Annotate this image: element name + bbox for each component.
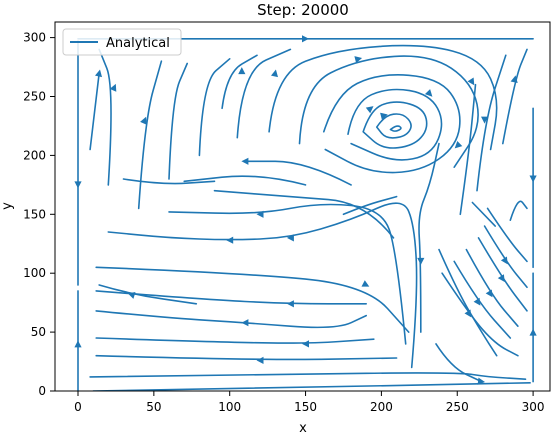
flow-arrow-18 [417, 257, 425, 265]
y-tick-label-200: 200 [23, 148, 46, 162]
streamline-25 [107, 202, 418, 369]
streamline-36 [122, 178, 216, 185]
flow-arrow-30 [473, 297, 481, 306]
flow-arrow-14 [109, 83, 117, 92]
flow-arrow-31 [485, 289, 493, 298]
y-tick-label-50: 50 [31, 325, 46, 339]
streamline-39 [441, 272, 519, 357]
streamline-46 [509, 200, 528, 221]
streamline-37 [342, 195, 398, 216]
streamline-10 [347, 88, 443, 161]
streamline-45 [471, 201, 496, 227]
streamline-8 [376, 113, 412, 139]
streamline-47 [435, 343, 483, 383]
flow-arrow-4 [302, 35, 309, 43]
y-tick-label-100: 100 [23, 266, 46, 280]
flow-arrow-6 [365, 106, 374, 114]
streamline-30 [95, 266, 410, 333]
legend-entry-analytical: Analytical [106, 36, 170, 51]
streamline-12 [298, 55, 479, 168]
flow-arrow-34 [477, 377, 485, 385]
plot-area-frame [54, 21, 551, 392]
streamline-6 [89, 372, 527, 380]
flow-arrow-15 [95, 69, 102, 78]
y-axis-label: y [0, 202, 15, 210]
flow-arrow-13 [140, 116, 147, 125]
streamline-33 [95, 337, 375, 344]
streamline-44 [486, 207, 528, 263]
flow-arrow-32 [497, 274, 505, 282]
streamline-16 [198, 58, 231, 157]
streamline-9 [362, 101, 428, 149]
x-tick-label-50: 50 [146, 400, 161, 414]
streamline-32 [95, 310, 367, 329]
streamline-17 [168, 62, 188, 180]
streamline-14 [236, 48, 292, 139]
flow-arrow-26 [302, 340, 309, 348]
flow-arrow-16 [510, 75, 518, 83]
x-tick-label-200: 200 [370, 400, 393, 414]
flow-arrow-7 [424, 89, 433, 97]
flow-arrow-5 [380, 112, 388, 120]
flow-arrow-23 [361, 280, 370, 287]
flow-arrow-9 [354, 56, 363, 64]
flow-arrow-8 [454, 141, 463, 149]
arrows-layer [74, 35, 537, 385]
streamline-11 [323, 74, 461, 174]
flow-arrow-19 [286, 234, 294, 242]
flow-arrow-1 [74, 340, 82, 348]
y-axis-ticks: 0 50 100 150 200 250 300 [23, 31, 55, 398]
y-tick-label-150: 150 [23, 207, 46, 221]
streamline-41 [465, 248, 519, 327]
streamline-24 [418, 142, 440, 333]
x-tick-label-300: 300 [522, 400, 545, 414]
x-tick-label-150: 150 [294, 400, 317, 414]
streamline-5 [92, 382, 531, 391]
flow-arrow-10 [467, 77, 475, 86]
streamlines-layer [77, 37, 534, 391]
y-tick-label-250: 250 [23, 90, 46, 104]
y-tick-label-0: 0 [38, 384, 46, 398]
flow-arrow-24 [286, 300, 294, 308]
flow-arrow-20 [226, 236, 234, 244]
flow-arrow-25 [241, 319, 249, 327]
streamline-13 [268, 44, 498, 151]
streamline-20 [89, 72, 100, 151]
streamline-34 [95, 354, 398, 361]
streamline-22 [476, 54, 507, 192]
flow-arrow-12 [271, 69, 278, 78]
streamline-23 [459, 83, 477, 216]
streamline-15 [221, 54, 258, 110]
streamline-28 [183, 175, 307, 186]
streamline-7 [389, 125, 402, 132]
x-tick-label-0: 0 [74, 400, 82, 414]
flow-arrow-29 [464, 309, 472, 318]
streamline-18 [137, 60, 163, 210]
legend-box [62, 28, 182, 56]
x-tick-label-100: 100 [218, 400, 241, 414]
flow-arrow-21 [256, 210, 264, 218]
flow-arrow-17 [481, 116, 489, 124]
x-axis-label: x [299, 421, 307, 435]
streamline-31 [95, 290, 367, 305]
flow-arrow-33 [500, 256, 508, 265]
streamline-27 [213, 189, 395, 239]
flow-arrow-11 [238, 67, 246, 75]
flow-arrow-28 [127, 292, 136, 299]
legend: Analytical [62, 28, 182, 56]
flow-arrow-2 [529, 328, 537, 336]
streamline-19 [98, 48, 112, 186]
x-axis-ticks: 0 50 100 150 200 250 300 [74, 391, 545, 414]
flow-arrow-0 [74, 181, 82, 189]
y-tick-label-300: 300 [23, 31, 46, 45]
streamline-29 [244, 160, 352, 186]
flow-arrow-22 [241, 157, 249, 165]
flow-arrow-3 [529, 175, 537, 183]
streamline-21 [502, 48, 528, 145]
x-tick-label-250: 250 [446, 400, 469, 414]
flow-arrow-27 [256, 356, 264, 364]
chart-title: Step: 20000 [257, 1, 349, 19]
